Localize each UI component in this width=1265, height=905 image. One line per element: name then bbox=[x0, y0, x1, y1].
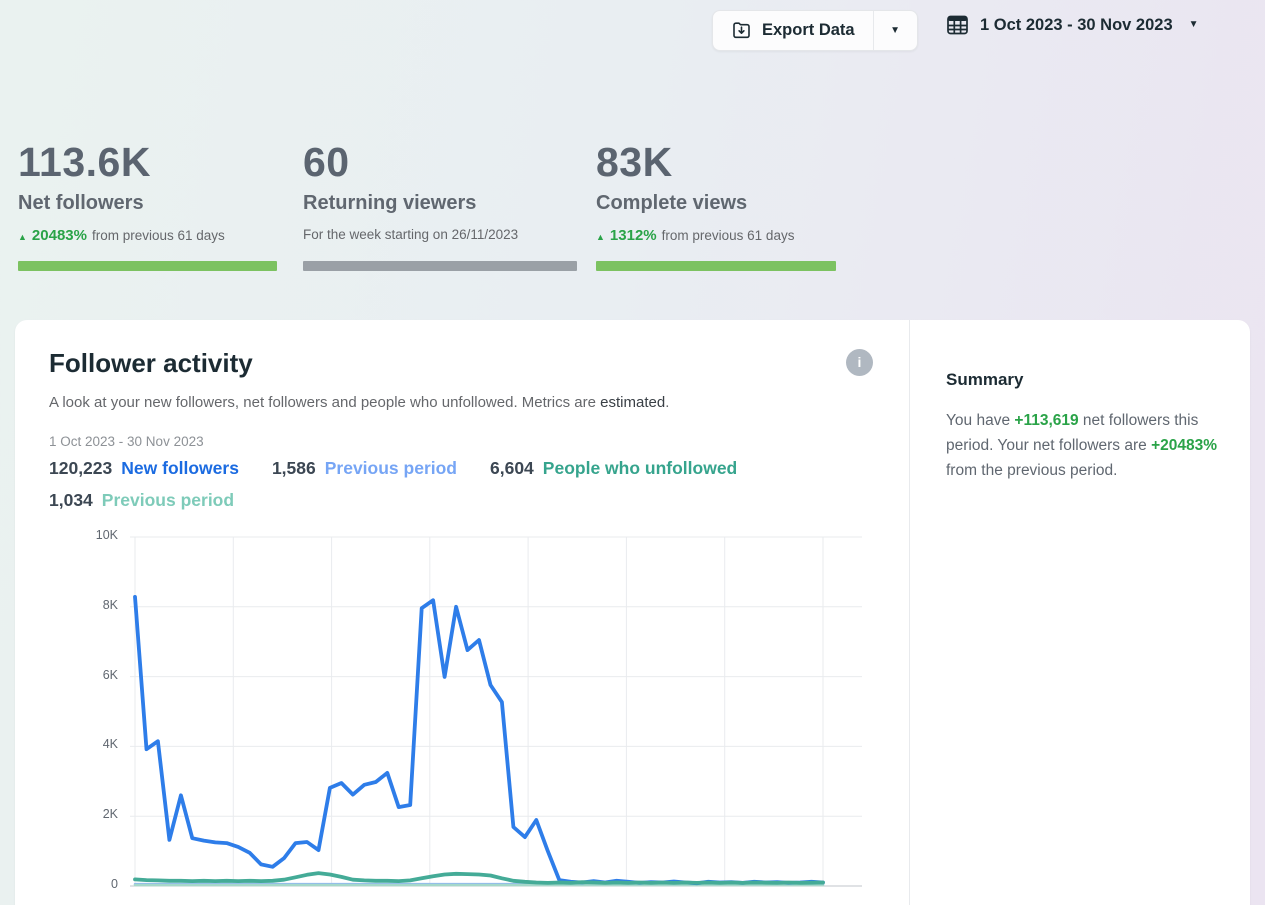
y-axis-label: 10K bbox=[95, 528, 118, 542]
y-axis-label: 6K bbox=[102, 667, 118, 682]
stat-label: Returning viewers bbox=[303, 192, 477, 214]
stat-change-caption: from previous 61 days bbox=[91, 228, 225, 243]
info-icon[interactable]: i bbox=[846, 349, 873, 376]
follower-activity-chart[interactable] bbox=[130, 532, 862, 892]
stat-tile-complete-views[interactable]: 83K Complete views ▲ 1312% from previous… bbox=[596, 140, 836, 271]
stat-caption: For the week starting on 26/11/2023 bbox=[303, 227, 577, 246]
export-data-label: Export Data bbox=[762, 21, 855, 39]
summary-text-part: from the previous period. bbox=[946, 462, 1118, 479]
export-data-button[interactable]: Export Data bbox=[713, 11, 873, 50]
legend-item-new-followers[interactable]: 120,223 New followers bbox=[49, 458, 239, 479]
stat-label: Complete views bbox=[596, 192, 748, 214]
export-data-split-button: Export Data ▼ bbox=[712, 10, 918, 51]
legend-value: 6,604 bbox=[490, 458, 534, 478]
date-range-picker[interactable]: 1 Oct 2023 - 30 Nov 2023 ▼ bbox=[946, 14, 1199, 36]
stat-label: Net followers bbox=[18, 192, 144, 214]
export-options-button[interactable]: ▼ bbox=[872, 11, 917, 50]
stat-value: 60 bbox=[303, 139, 350, 185]
summary-percent-value: +20483% bbox=[1151, 437, 1218, 454]
chart-legend-row-2: 1,034 Previous period bbox=[49, 490, 234, 511]
arrow-up-icon: ▲ bbox=[18, 231, 27, 242]
y-axis-label: 4K bbox=[102, 737, 118, 752]
panel-subtitle: A look at your new followers, net follow… bbox=[49, 394, 669, 411]
panel-date-range: 1 Oct 2023 - 30 Nov 2023 bbox=[49, 434, 204, 449]
subtitle-period: . bbox=[665, 394, 670, 411]
legend-label: People who unfollowed bbox=[542, 458, 738, 478]
legend-label: Previous period bbox=[101, 490, 235, 510]
stat-change: ▲ 1312% from previous 61 days bbox=[596, 227, 836, 246]
series-line-people-who-unfollowed bbox=[133, 871, 825, 885]
chevron-down-icon: ▼ bbox=[1188, 19, 1199, 30]
series-line-new-followers bbox=[133, 595, 825, 886]
y-axis-label: 2K bbox=[102, 807, 118, 822]
arrow-up-icon: ▲ bbox=[596, 231, 605, 242]
summary-title: Summary bbox=[946, 370, 1024, 389]
stat-change-percent: 20483% bbox=[31, 227, 87, 244]
chevron-down-icon: ▼ bbox=[890, 24, 901, 36]
y-axis-label: 0 bbox=[111, 877, 118, 891]
legend-item-previous-period-followers[interactable]: 1,586 Previous period bbox=[272, 458, 457, 479]
calendar-icon bbox=[947, 15, 968, 35]
follower-activity-card: Follower activity i A look at your new f… bbox=[15, 320, 1250, 905]
summary-text-part: You have bbox=[946, 412, 1015, 429]
subtitle-text: A look at your new followers, net follow… bbox=[49, 394, 601, 411]
chart-legend-row-1: 120,223 New followers 1,586 Previous per… bbox=[49, 458, 737, 479]
legend-item-previous-period-unfollowed[interactable]: 1,034 Previous period bbox=[49, 490, 234, 511]
stat-indicator-bar bbox=[596, 261, 836, 271]
stat-value: 83K bbox=[596, 139, 673, 185]
download-icon bbox=[733, 22, 750, 39]
legend-label: New followers bbox=[121, 458, 239, 478]
summary-text: You have +113,619 net followers this per… bbox=[946, 408, 1233, 483]
stat-change: ▲ 20483% from previous 61 days bbox=[18, 227, 277, 246]
legend-value: 1,034 bbox=[49, 490, 93, 510]
stat-change-percent: 1312% bbox=[609, 227, 657, 244]
legend-label: Previous period bbox=[324, 458, 457, 478]
summary-net-followers-value: +113,619 bbox=[1014, 412, 1079, 429]
stat-value: 113.6K bbox=[18, 139, 151, 185]
stat-indicator-bar bbox=[303, 261, 577, 271]
stat-caption-text: For the week starting on 26/11/2023 bbox=[303, 227, 519, 242]
legend-value: 1,586 bbox=[271, 458, 316, 478]
date-range-label: 1 Oct 2023 - 30 Nov 2023 bbox=[980, 15, 1173, 34]
stat-indicator-bar bbox=[18, 261, 277, 271]
legend-item-people-who-unfollowed[interactable]: 6,604 People who unfollowed bbox=[490, 458, 737, 479]
y-axis-label: 8K bbox=[102, 597, 118, 612]
panel-divider bbox=[909, 320, 910, 905]
panel-title: Follower activity bbox=[49, 348, 253, 378]
stat-change-caption: from previous 61 days bbox=[661, 228, 795, 243]
legend-value: 120,223 bbox=[49, 458, 113, 478]
subtitle-estimated: estimated bbox=[600, 394, 666, 411]
stat-tile-net-followers[interactable]: 113.6K Net followers ▲ 20483% from previ… bbox=[18, 140, 277, 271]
stat-tile-returning-viewers[interactable]: 60 Returning viewers For the week starti… bbox=[303, 140, 577, 271]
summary-text-part: net followers this period. Your net foll… bbox=[946, 412, 1199, 454]
